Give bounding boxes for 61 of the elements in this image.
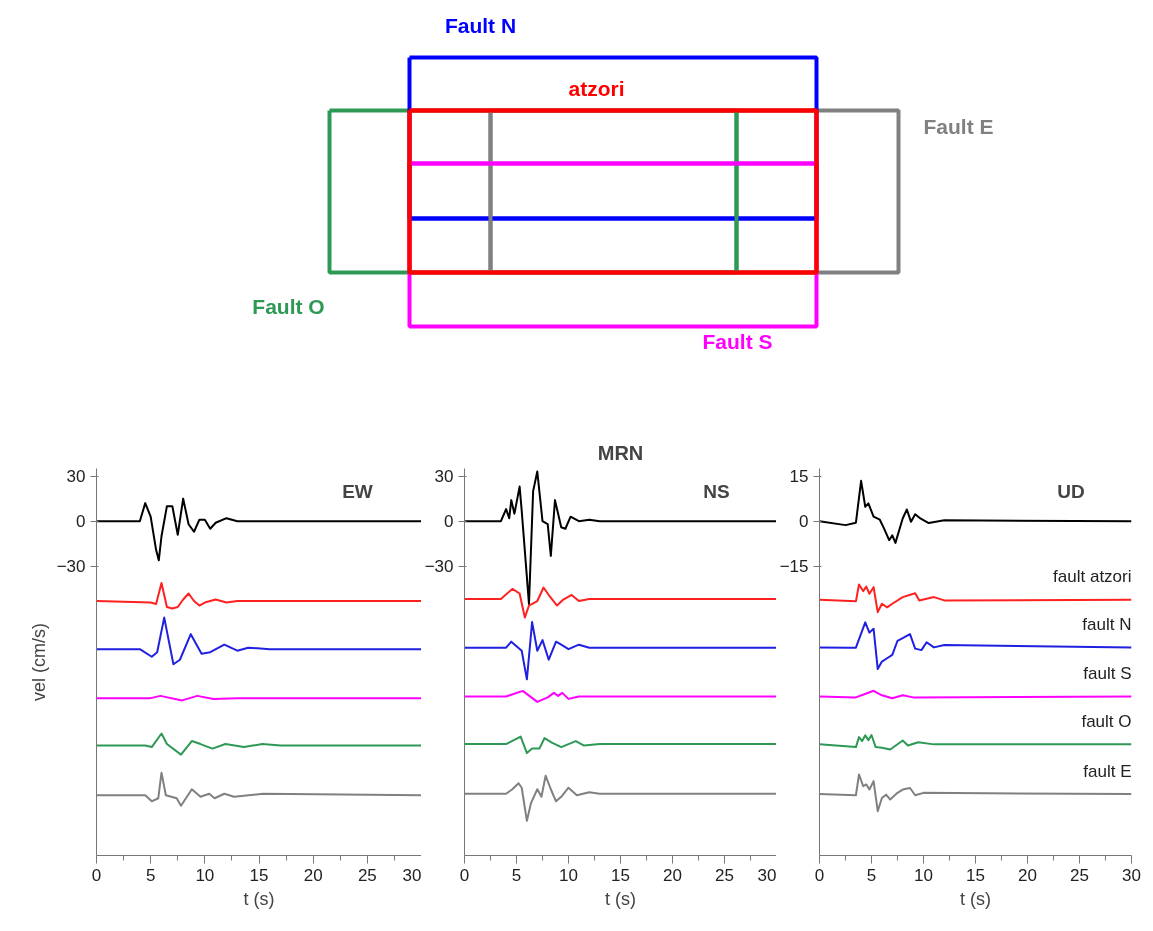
x-tick-label: 10 <box>195 865 215 885</box>
x-tick-label: 5 <box>866 865 877 885</box>
x-tick-label: 5 <box>511 865 522 885</box>
y-tick-label: −30 <box>424 557 454 577</box>
y-tick-label: 15 <box>789 467 809 487</box>
line-series <box>819 583 1132 614</box>
x-tick-label: 25 <box>357 865 377 885</box>
x-axis-title: t (s) <box>960 888 991 909</box>
line-series <box>96 616 421 666</box>
x-tick-label: 0 <box>91 865 102 885</box>
legend-label: atzori <box>568 77 625 100</box>
text: UD <box>1057 481 1085 503</box>
series-label: fault O <box>1081 711 1132 731</box>
x-tick-label: 10 <box>914 865 933 885</box>
x-tick-label: 30 <box>402 865 422 885</box>
series-label: fault S <box>1083 663 1132 683</box>
text: EW <box>342 481 373 503</box>
x-tick-label: 10 <box>559 865 578 885</box>
line-series <box>96 732 421 756</box>
line-series <box>819 689 1132 700</box>
legend-label: Fault O <box>252 295 325 318</box>
line-series <box>96 581 421 610</box>
text: NS <box>703 481 730 503</box>
y-axis-title: vel (cm/s) <box>28 623 49 701</box>
y-tick-label: 0 <box>444 512 454 532</box>
legend-label: Fault E <box>923 115 994 138</box>
text: MRN <box>597 441 644 464</box>
line-series <box>819 734 1132 751</box>
line-series <box>464 586 776 619</box>
y-tick-label: 0 <box>799 512 809 532</box>
x-tick-label: 20 <box>303 865 323 885</box>
x-tick-label: 20 <box>1018 865 1037 885</box>
legend-label: Fault N <box>444 14 517 37</box>
series-label: fault atzori <box>1053 567 1132 587</box>
x-tick-label: 30 <box>757 865 777 885</box>
x-tick-label: 15 <box>966 865 985 885</box>
x-tick-label: 5 <box>145 865 156 885</box>
y-tick-label: 0 <box>76 512 86 532</box>
x-tick-label: 20 <box>663 865 682 885</box>
x-axis-title: t (s) <box>243 888 275 909</box>
x-tick-label: 0 <box>459 865 470 885</box>
line-series <box>464 735 776 755</box>
x-tick-label: 30 <box>1122 865 1141 885</box>
line-series <box>819 479 1132 544</box>
x-tick-label: 25 <box>1070 865 1089 885</box>
line-series <box>464 689 776 703</box>
x-tick-label: 15 <box>611 865 630 885</box>
y-tick-label: −30 <box>56 557 86 577</box>
series-label: fault N <box>1082 614 1132 634</box>
x-axis-title: t (s) <box>605 888 636 909</box>
y-tick-label: 30 <box>434 467 454 487</box>
legend-label: Fault S <box>702 330 773 353</box>
y-tick-label: −15 <box>779 557 809 577</box>
x-tick-label: 0 <box>814 865 825 885</box>
y-tick-label: 30 <box>66 467 86 487</box>
x-tick-label: 25 <box>715 865 734 885</box>
x-tick-label: 15 <box>249 865 269 885</box>
line-series <box>464 621 776 681</box>
series-label: fault E <box>1083 761 1132 781</box>
line-series <box>96 497 421 562</box>
line-series <box>464 470 776 606</box>
